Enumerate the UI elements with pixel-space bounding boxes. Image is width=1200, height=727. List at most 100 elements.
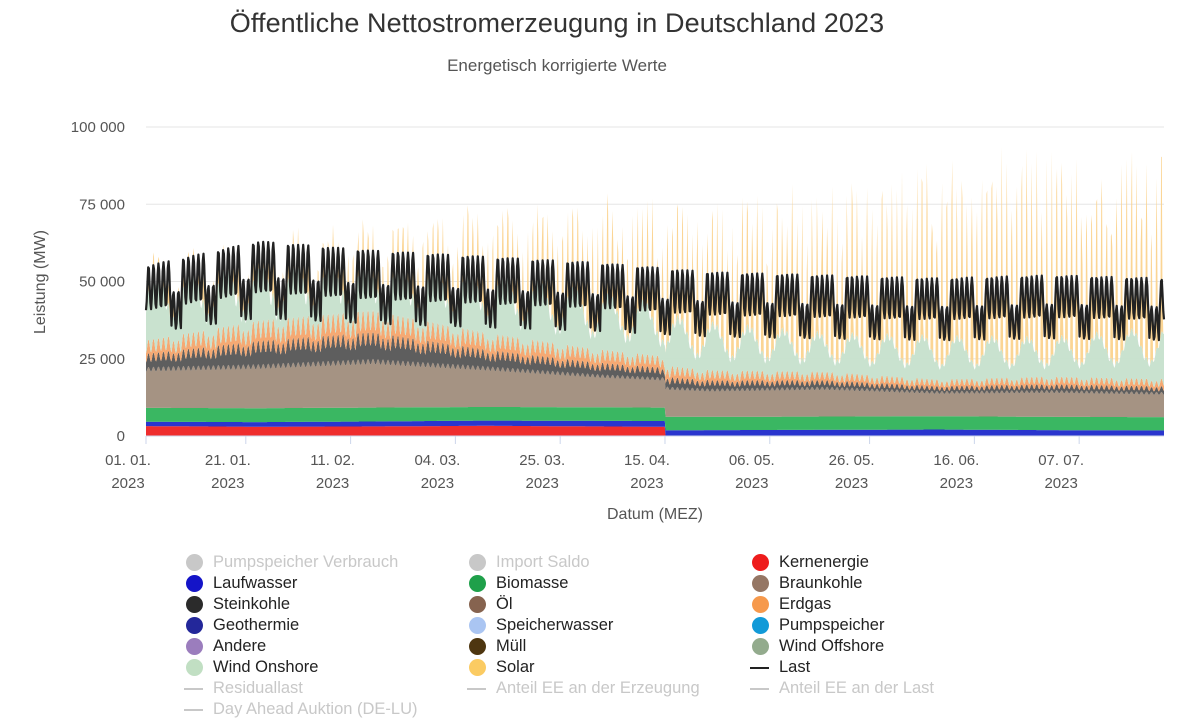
area-braunkohle[interactable] [146, 358, 1164, 418]
legend-label: Anteil EE an der Last [779, 679, 935, 697]
line-last[interactable] [144, 240, 1166, 342]
legend-item-import-saldo[interactable]: Import Saldo [463, 553, 590, 572]
legend-item-day-ahead-auktion-de-lu-[interactable]: Day Ahead Auktion (DE-LU) [180, 700, 418, 719]
x-tick-label: 21. 01. [205, 452, 251, 469]
y-tick-label: 25 000 [79, 351, 125, 368]
y-tick-label: 0 [117, 428, 125, 445]
x-tick-label: 06. 05. [729, 452, 775, 469]
legend-dot-icon [469, 596, 486, 613]
x-tick-year: 2023 [525, 475, 558, 492]
area-laufwasser[interactable] [146, 420, 1164, 436]
legend-label: Residuallast [213, 679, 303, 697]
area-series[interactable] [144, 146, 1166, 436]
area-erdgas[interactable] [146, 309, 1164, 392]
legend-label: Import Saldo [496, 553, 590, 571]
legend-dot-icon [752, 596, 769, 613]
legend-dot-icon [752, 617, 769, 634]
legend-dot-icon [186, 554, 203, 571]
legend-label: Steinkohle [213, 595, 291, 613]
legend-item-braunkohle[interactable]: Braunkohle [746, 574, 862, 593]
x-tick-year: 2023 [735, 475, 768, 492]
axes: 0 25 000 50 000 75 000 100 000 01. 01. 2023 21.… [71, 119, 1164, 492]
legend-item-kernenergie[interactable]: Kernenergie [746, 553, 869, 572]
legend-line-icon [467, 687, 486, 690]
legend-dot-icon [186, 596, 203, 613]
legend-item-last[interactable]: Last [746, 658, 810, 677]
x-tick-year: 2023 [630, 475, 663, 492]
x-tick-label: 11. 02. [310, 452, 355, 469]
legend-dot-icon [752, 575, 769, 592]
y-tick-label: 75 000 [79, 196, 125, 213]
legend-label: Biomasse [496, 574, 569, 592]
legend-dot-icon [469, 554, 486, 571]
legend-label: Kernenergie [779, 553, 869, 571]
legend-dot-icon [469, 659, 486, 676]
x-tick-label: 25. 03. [519, 452, 565, 469]
legend-item-steinkohle[interactable]: Steinkohle [180, 595, 290, 614]
legend-dot-icon [752, 554, 769, 571]
legend-item-wind-onshore[interactable]: Wind Onshore [180, 658, 318, 677]
x-tick-year: 2023 [835, 475, 868, 492]
legend-label: Öl [496, 595, 513, 613]
legend-label: Pumpspeicher [779, 616, 885, 634]
area-steinkohle[interactable] [146, 331, 1164, 395]
x-tick-label: 04. 03. [414, 452, 460, 469]
legend-label: Speicherwasser [496, 616, 614, 634]
area-kernenergie[interactable] [146, 425, 1164, 436]
y-axis-title: Leistung (MW) [32, 230, 49, 334]
legend-dot-icon [469, 638, 486, 655]
legend-item-erdgas[interactable]: Erdgas [746, 595, 831, 614]
chart-plot[interactable]: 0 25 000 50 000 75 000 100 000 01. 01. 2023 21.… [0, 0, 1200, 540]
x-tick-year: 2023 [111, 475, 144, 492]
legend-label: Anteil EE an der Erzeugung [496, 679, 700, 697]
legend-dot-icon [186, 617, 203, 634]
x-tick-year: 2023 [940, 475, 973, 492]
legend-dot-icon [469, 617, 486, 634]
y-tick-label: 100 000 [71, 119, 125, 136]
legend-item-müll[interactable]: Müll [463, 637, 526, 656]
legend-dot-icon [186, 659, 203, 676]
x-tick-year: 2023 [421, 475, 454, 492]
legend-item-öl[interactable]: Öl [463, 595, 513, 614]
legend-item-anteil-ee-an-der-erzeugung[interactable]: Anteil EE an der Erzeugung [463, 679, 700, 698]
legend-item-anteil-ee-an-der-last[interactable]: Anteil EE an der Last [746, 679, 934, 698]
legend-item-pumpspeicher-verbrauch[interactable]: Pumpspeicher Verbrauch [180, 553, 398, 572]
legend-label: Pumpspeicher Verbrauch [213, 553, 399, 571]
legend-dot-icon [186, 575, 203, 592]
legend-item-speicherwasser[interactable]: Speicherwasser [463, 616, 613, 635]
x-tick-label: 16. 06. [933, 452, 979, 469]
legend-item-laufwasser[interactable]: Laufwasser [180, 574, 297, 593]
legend-label: Last [779, 658, 811, 676]
x-tick-year: 2023 [316, 475, 349, 492]
chart-subtitle: Energetisch korrigierte Werte [447, 56, 667, 75]
x-tick-label: 26. 05. [829, 452, 875, 469]
x-tick-label: 01. 01. [105, 452, 151, 469]
x-tick-label: 07. 07. [1038, 452, 1084, 469]
legend-label: Braunkohle [779, 574, 863, 592]
legend-label: Wind Onshore [213, 658, 319, 676]
legend-line-icon [184, 708, 203, 711]
legend-label: Day Ahead Auktion (DE-LU) [213, 700, 418, 718]
y-tick-label: 50 000 [79, 274, 125, 291]
legend-item-biomasse[interactable]: Biomasse [463, 574, 568, 593]
legend-line-icon [750, 687, 769, 690]
legend-item-andere[interactable]: Andere [180, 637, 266, 656]
legend-label: Solar [496, 658, 535, 676]
legend-item-residuallast[interactable]: Residuallast [180, 679, 303, 698]
legend-label: Wind Offshore [779, 637, 885, 655]
area-biomasse[interactable] [146, 407, 1164, 431]
x-tick-year: 2023 [211, 475, 244, 492]
legend-label: Andere [213, 637, 267, 655]
legend-dot-icon [469, 575, 486, 592]
legend-label: Erdgas [779, 595, 832, 613]
chart-title: Öffentliche Nettostromerzeugung in Deuts… [229, 8, 885, 38]
legend-item-geothermie[interactable]: Geothermie [180, 616, 299, 635]
legend-dot-icon [752, 638, 769, 655]
legend-item-solar[interactable]: Solar [463, 658, 535, 677]
x-tick-year: 2023 [1044, 475, 1077, 492]
legend-item-wind-offshore[interactable]: Wind Offshore [746, 637, 884, 656]
x-tick-label: 15. 04. [624, 452, 670, 469]
legend-item-pumpspeicher[interactable]: Pumpspeicher [746, 616, 884, 635]
legend-label: Laufwasser [213, 574, 298, 592]
x-axis-title: Datum (MEZ) [607, 506, 703, 523]
